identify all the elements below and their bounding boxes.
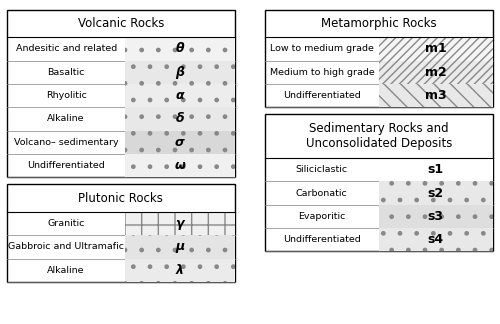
Bar: [126, 154, 234, 177]
Bar: [379, 84, 492, 107]
Bar: [126, 131, 234, 154]
Bar: [7, 10, 234, 177]
Text: Volcanic Rocks: Volcanic Rocks: [78, 17, 164, 30]
Bar: [126, 37, 234, 61]
Text: Undifferentiated: Undifferentiated: [28, 161, 105, 170]
Text: Undifferentiated: Undifferentiated: [283, 91, 361, 100]
Text: m2: m2: [425, 66, 446, 79]
Text: Undifferentiated: Undifferentiated: [283, 235, 361, 244]
Text: Volcano– sedimentary: Volcano– sedimentary: [14, 138, 118, 147]
Text: s4: s4: [428, 233, 444, 246]
Bar: [126, 235, 234, 259]
Text: Evaporitic: Evaporitic: [298, 212, 346, 221]
Bar: [265, 10, 492, 107]
Text: β: β: [176, 66, 184, 79]
Bar: [126, 61, 234, 84]
Text: Plutonic Rocks: Plutonic Rocks: [78, 191, 163, 205]
Text: m3: m3: [425, 89, 446, 102]
Text: ω: ω: [174, 159, 186, 172]
Text: Medium to high grade: Medium to high grade: [270, 68, 374, 77]
Text: Gabbroic and Ultramafic: Gabbroic and Ultramafic: [8, 242, 124, 251]
Bar: [126, 259, 234, 282]
Text: Siliciclastic: Siliciclastic: [296, 165, 348, 174]
Text: Basaltic: Basaltic: [48, 68, 85, 77]
Bar: [126, 84, 234, 107]
Text: α: α: [176, 89, 184, 102]
Bar: [126, 212, 234, 235]
Text: Carbonatic: Carbonatic: [296, 189, 348, 198]
Bar: [379, 61, 492, 84]
Bar: [126, 107, 234, 131]
Bar: [265, 114, 492, 251]
Text: Low to medium grade: Low to medium grade: [270, 44, 374, 53]
Text: γ: γ: [176, 217, 184, 230]
Text: θ: θ: [176, 42, 184, 55]
Text: δ: δ: [176, 112, 184, 125]
Text: s3: s3: [428, 210, 444, 223]
Bar: [7, 184, 234, 282]
Text: Granitic: Granitic: [48, 219, 85, 228]
Bar: [379, 228, 492, 251]
Bar: [379, 158, 492, 181]
Text: σ: σ: [175, 136, 185, 149]
Text: μ: μ: [176, 240, 184, 253]
Text: Rhyolitic: Rhyolitic: [46, 91, 86, 100]
Text: Sedimentary Rocks and
Unconsolidated Deposits: Sedimentary Rocks and Unconsolidated Dep…: [306, 122, 452, 150]
Bar: [379, 205, 492, 228]
Bar: [379, 181, 492, 205]
Text: s2: s2: [428, 187, 444, 200]
Text: λ: λ: [176, 264, 184, 277]
Text: m1: m1: [425, 42, 446, 55]
Text: Alkaline: Alkaline: [48, 114, 85, 123]
Text: Alkaline: Alkaline: [48, 266, 85, 275]
Text: Andesitic and related: Andesitic and related: [16, 44, 117, 53]
Text: Metamorphic Rocks: Metamorphic Rocks: [321, 17, 436, 30]
Text: s1: s1: [428, 163, 444, 176]
Bar: [379, 37, 492, 61]
